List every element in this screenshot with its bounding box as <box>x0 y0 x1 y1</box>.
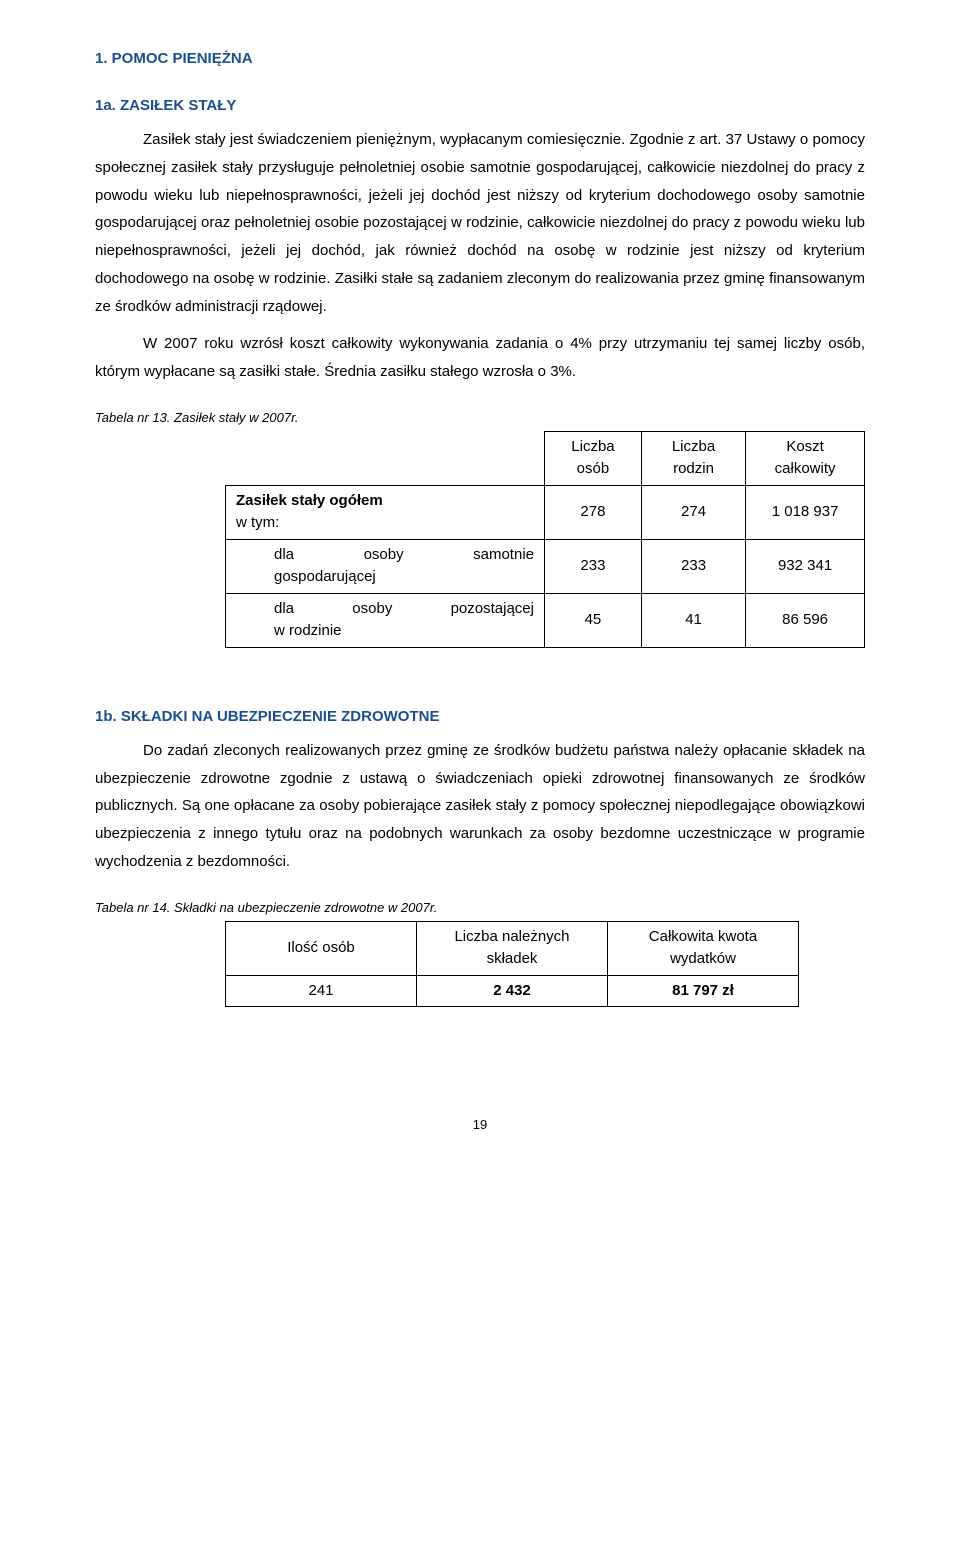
table-13-r2-c3: 932 341 <box>746 539 865 593</box>
table-13-blank <box>226 431 545 485</box>
section-heading: 1. POMOC PIENIĘŻNA <box>95 50 865 67</box>
table-13-r3-c1: 45 <box>545 593 642 647</box>
table-14-r1-c1: 241 <box>226 975 417 1007</box>
table-14-h3: Całkowita kwota wydatków <box>608 921 799 975</box>
table-13: Liczba osób Liczba rodzin Koszt całkowit… <box>225 431 865 648</box>
table-13-r2-label: dlaosobysamotniegospodarującej <box>226 539 545 593</box>
paragraph-2: W 2007 roku wzrósł koszt całkowity wykon… <box>95 330 865 386</box>
table-13-r1-label: Zasiłek stały ogółemw tym: <box>226 485 545 539</box>
table-13-r2-c1: 233 <box>545 539 642 593</box>
table-13-caption: Tabela nr 13. Zasiłek stały w 2007r. <box>95 410 865 425</box>
page-number: 19 <box>95 1117 865 1132</box>
table-14-r1-c3: 81 797 zł <box>608 975 799 1007</box>
table-13-r1-c1: 278 <box>545 485 642 539</box>
table-13-h1: Liczba osób <box>545 431 642 485</box>
table-13-h3: Koszt całkowity <box>746 431 865 485</box>
table-13-r3-c2: 41 <box>641 593 745 647</box>
table-13-r1-c3: 1 018 937 <box>746 485 865 539</box>
table-14-r1-c2: 2 432 <box>417 975 608 1007</box>
subsection-heading-1b: 1b. SKŁADKI NA UBEZPIECZENIE ZDROWOTNE <box>95 708 865 725</box>
table-14-caption: Tabela nr 14. Składki na ubezpieczenie z… <box>95 900 865 915</box>
table-13-r3-c3: 86 596 <box>746 593 865 647</box>
table-13-r1-c2: 274 <box>641 485 745 539</box>
table-14: Ilość osób Liczba należnych składek Całk… <box>225 921 799 1008</box>
table-14-h1: Ilość osób <box>226 921 417 975</box>
table-13-r2-c2: 233 <box>641 539 745 593</box>
table-14-h2: Liczba należnych składek <box>417 921 608 975</box>
table-13-h2: Liczba rodzin <box>641 431 745 485</box>
paragraph-3: Do zadań zleconych realizowanych przez g… <box>95 737 865 876</box>
subsection-heading-1a: 1a. ZASIŁEK STAŁY <box>95 97 865 114</box>
paragraph-1: Zasiłek stały jest świadczeniem pieniężn… <box>95 126 865 320</box>
table-13-r3-label: dlaosobypozostającejw rodzinie <box>226 593 545 647</box>
